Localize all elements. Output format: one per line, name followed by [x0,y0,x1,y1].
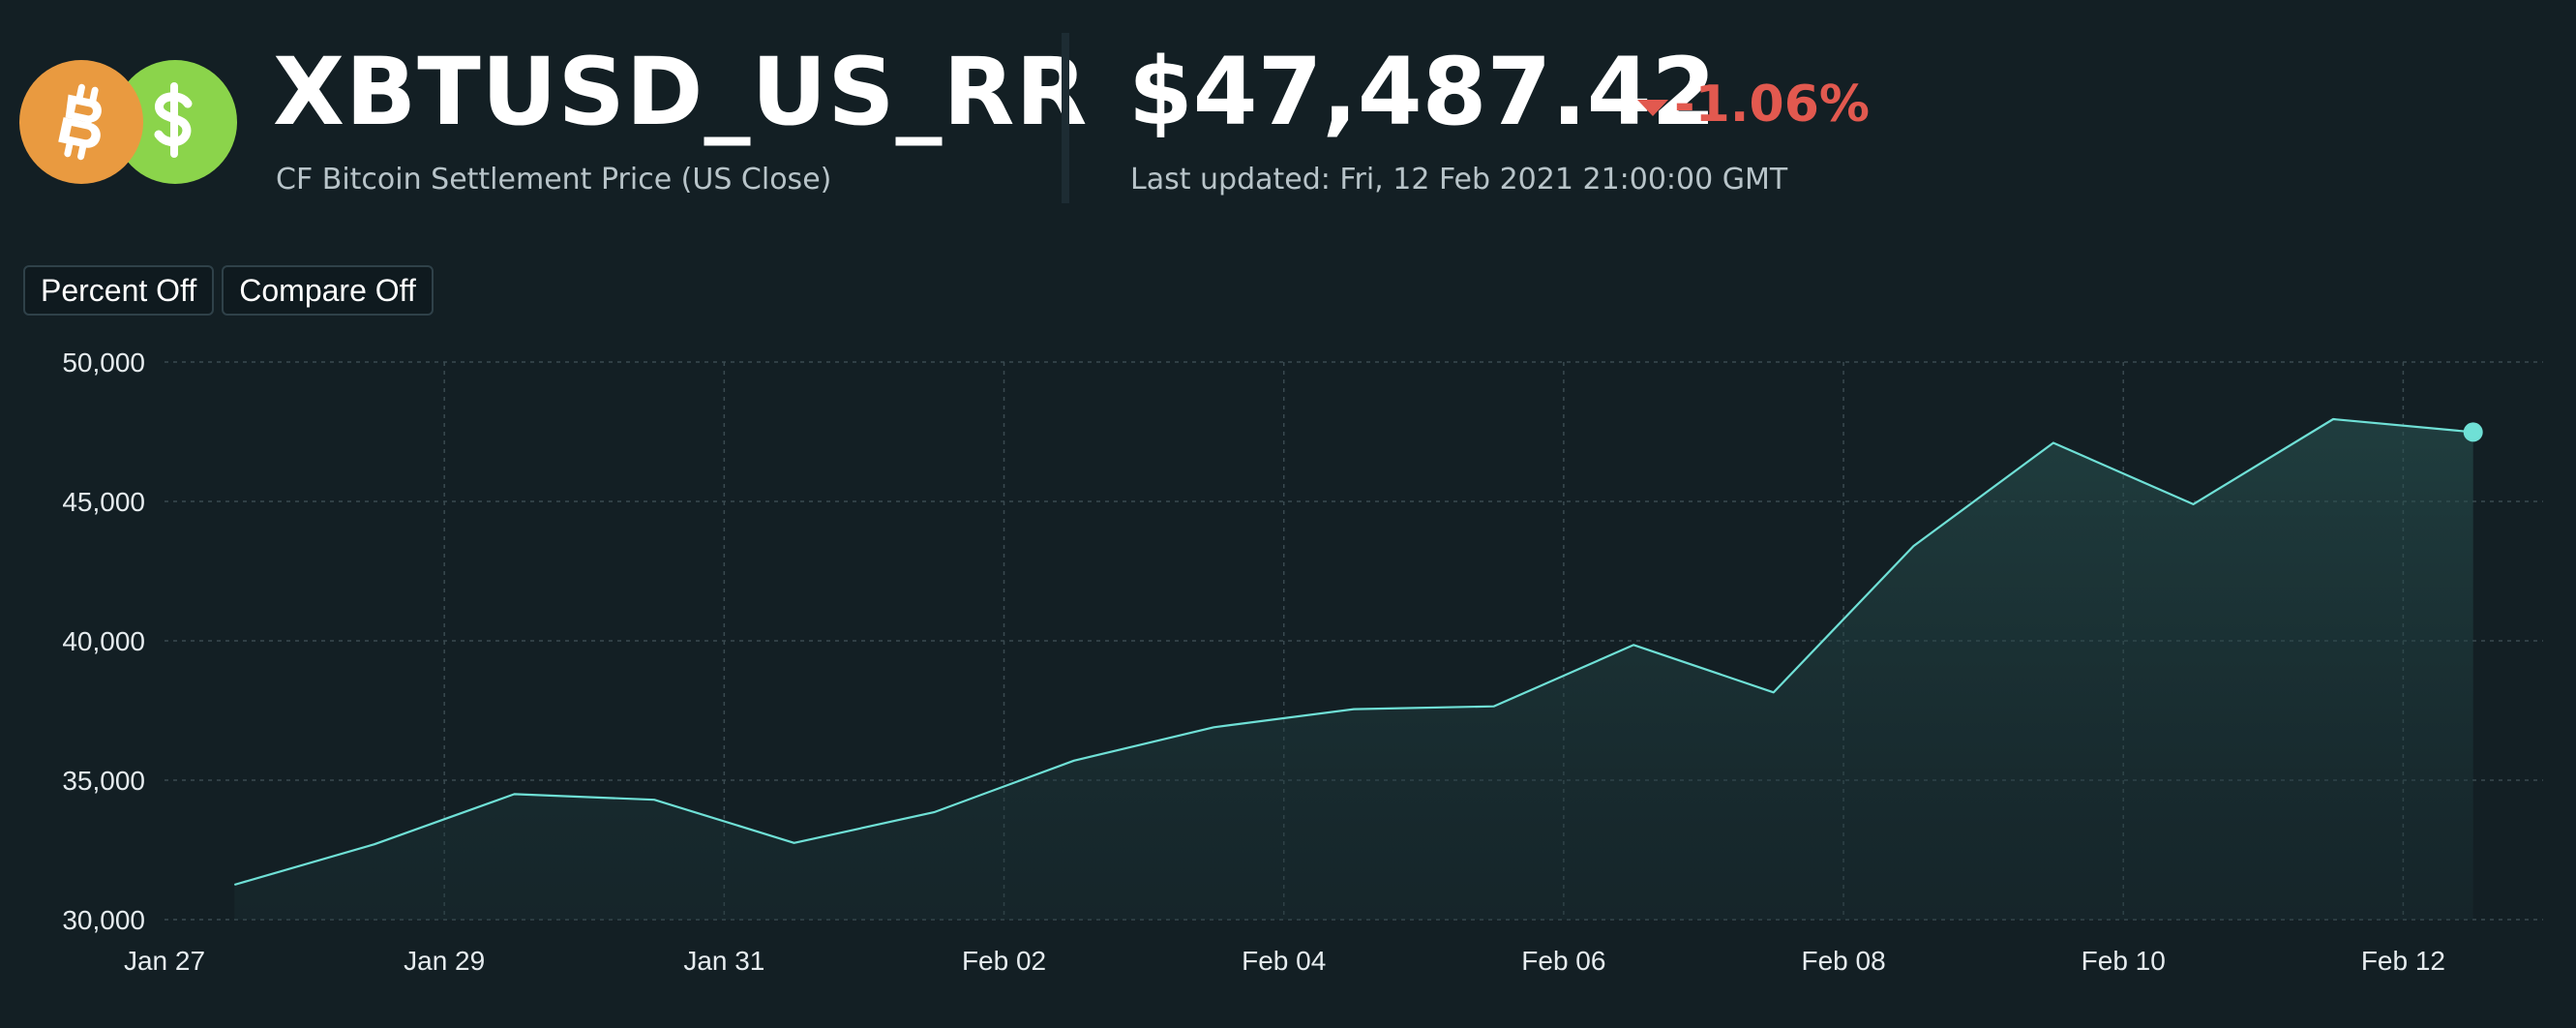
header-divider [1062,33,1069,203]
price-line [233,417,2473,887]
data-point [651,797,657,802]
y-tick-label: 40,000 [62,626,145,656]
x-tick-label: Feb 10 [2082,946,2166,976]
chart-toolbar: Percent Off Compare Off [23,265,434,316]
x-tick-label: Feb 08 [1801,946,1885,976]
price-change-percent: -1.06% [1674,76,1870,134]
x-axis: Jan 27 Jan 29 Jan 31 Feb 02 Feb 04 Feb 06 Feb … [124,946,2445,976]
data-point [1211,724,1216,730]
symbol-subtitle: CF Bitcoin Settlement Price (US Close) [276,163,832,197]
data-point [1771,689,1777,695]
chart-area [234,419,2473,920]
x-tick-label: Jan 31 [683,946,764,976]
current-price: $47,487.42 [1128,38,1717,146]
y-tick-label: 30,000 [62,905,145,935]
chart-line [231,416,2483,888]
data-point [1910,543,1916,549]
data-point [2051,440,2056,446]
data-point [512,791,518,797]
y-axis: 30,000 35,000 40,000 45,000 50,000 [62,348,145,935]
y-tick-label: 35,000 [62,766,145,796]
data-point [1351,707,1357,712]
data-point [792,840,797,846]
compare-toggle-button[interactable]: Compare Off [222,265,434,316]
x-tick-label: Feb 04 [1242,946,1326,976]
x-tick-label: Jan 27 [124,946,205,976]
data-point [931,809,937,815]
data-point [231,882,237,888]
percent-toggle-button[interactable]: Percent Off [23,265,215,316]
data-point [1071,758,1077,764]
price-change: -1.06% [1637,76,1870,134]
bitcoin-icon [19,60,143,184]
symbol-title: XBTUSD_US_RR [273,38,1089,146]
data-point [1631,642,1636,648]
last-price-marker[interactable] [2463,422,2483,442]
area-fill [234,419,2473,920]
data-point [1491,704,1497,710]
data-point [2191,501,2197,507]
last-updated: Last updated: Fri, 12 Feb 2021 21:00:00 … [1130,163,1788,197]
data-point [2330,416,2336,422]
data-point [372,841,377,847]
x-tick-label: Jan 29 [404,946,485,976]
x-tick-label: Feb 02 [962,946,1046,976]
x-tick-label: Feb 06 [1521,946,1605,976]
down-arrow-icon [1637,99,1668,116]
y-tick-label: 50,000 [62,348,145,378]
x-tick-label: Feb 12 [2361,946,2445,976]
header: XBTUSD_US_RR CF Bitcoin Settlement Price… [0,0,2576,232]
y-tick-label: 45,000 [62,487,145,517]
